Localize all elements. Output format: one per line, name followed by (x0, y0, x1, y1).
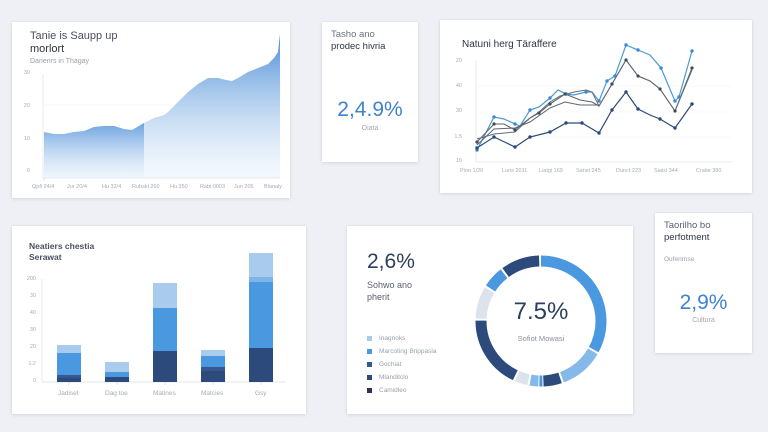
line-x-tick: Liatgi 169 (539, 168, 563, 174)
area-x-tick: Hu 32/4 (102, 184, 122, 190)
legend-item: Marcoting Brippasla (367, 348, 436, 355)
bar-x-tick: Jadiset (58, 390, 79, 397)
bar-chart-card: Neatiers chestia Serawat 200 30 40 30 20… (12, 226, 306, 414)
bar-x-tick: Matcies (201, 390, 224, 397)
bar-x-tick: Gsy (255, 390, 267, 397)
kpi-2-value: 2,9% (679, 291, 728, 314)
kpi-1-title-line1: Tasho ano (331, 29, 375, 40)
legend-item: Gochiat (367, 361, 401, 368)
donut-chart-card: 2,6% Sohwo ano pherit Inagnoks Marcoting… (347, 226, 633, 414)
area-x-tick: Qpfi 24/4 (32, 184, 55, 190)
bar-chart-plot (41, 253, 286, 385)
line-x-tick: Luris 2011 (502, 168, 528, 174)
area-x-tick: Blanaly (264, 184, 283, 190)
bar-y-tick: 20 (29, 344, 36, 350)
line-x-tick: Cratie 380 (696, 168, 722, 174)
donut-kpi-label-line1: Sohwo ano (367, 280, 413, 290)
bar-chart-title-line1: Neatiers chestia (29, 241, 95, 251)
bar-x-tick: Matines (153, 390, 176, 397)
area-y-tick: 30 (23, 70, 30, 76)
legend-swatch-icon (367, 336, 372, 341)
line-x-tick: Pion 1/20 (460, 168, 484, 174)
legend-label: Gochiat (379, 361, 402, 368)
area-y-tick: 0 (26, 168, 30, 174)
legend-swatch-icon (367, 349, 372, 354)
line-x-tick: Dunct 223 (616, 168, 642, 174)
bar-chart-title-line2: Serawat (29, 252, 62, 262)
line-x-tick: Siaisi 344 (654, 168, 678, 174)
line-y-tick: 30 (455, 108, 462, 114)
legend-label: Marcoting Brippasla (379, 348, 437, 355)
area-chart-title-line2: morlort (30, 43, 65, 55)
bar-y-tick: 40 (29, 310, 36, 316)
legend-swatch-icon (367, 388, 372, 393)
line-chart-title: Natuni herg Täraffere (462, 39, 557, 50)
area-chart-card: Tanie is Saupp up morlort Darienrs in Th… (12, 22, 290, 198)
legend-swatch-icon (367, 375, 372, 380)
legend-swatch-icon (367, 362, 372, 367)
area-y-tick: 10 (23, 136, 30, 142)
donut-chart (475, 255, 607, 387)
kpi-1-value: 2,4.9% (337, 98, 403, 121)
area-x-tick: Jun 205 (234, 184, 254, 190)
bar-y-tick: 1.2 (28, 361, 36, 367)
line-y-tick: 1.5 (454, 134, 462, 140)
line-y-tick: 20 (455, 58, 462, 64)
donut-kpi-value: 2,6% (367, 250, 415, 273)
kpi-card-1: Tasho ano prodec hivria 2,4.9% Oiata (322, 22, 418, 162)
area-y-tick: 20 (23, 103, 30, 109)
kpi-card-2: Taorilho bo perfotment Oufenrnse 2,9% Cu… (655, 213, 752, 353)
legend-label: Inagnoks (379, 335, 406, 342)
donut-center-value: 7.5% (513, 298, 569, 325)
line-x-tick: Sanei 245 (576, 168, 601, 174)
kpi-2-subtitle: Oufenrnse (664, 256, 695, 263)
donut-kpi-label-line2: pherit (367, 292, 390, 302)
bar-y-tick: 200 (26, 276, 36, 282)
bar-y-tick: 0 (32, 378, 36, 384)
kpi-2-title-line1: Taorilho bo (664, 220, 711, 231)
line-chart-plot (475, 43, 732, 163)
legend-label: Camidleo (379, 387, 407, 394)
kpi-2-caption: Cultura (692, 317, 715, 324)
kpi-1-caption: Oiata (361, 125, 379, 132)
area-x-tick: Rubski 260 (132, 184, 160, 190)
line-y-tick: 40 (455, 83, 462, 89)
area-chart-plot (42, 34, 280, 181)
legend-item: Inagnoks (367, 335, 405, 342)
area-x-tick: Hu 350 (170, 184, 188, 190)
legend-label: Mlanditclo (379, 374, 409, 381)
kpi-1-title-line2: prodec hivria (331, 41, 386, 52)
bar-y-tick: 30 (29, 293, 36, 299)
line-y-tick: 10 (455, 158, 462, 164)
bar-x-tick: Dag toe (105, 390, 128, 397)
area-chart-subtitle: Darienrs in Thagay (30, 58, 90, 65)
legend-item: Mlanditclo (367, 374, 408, 381)
area-x-tick: Rabi 0003 (200, 184, 226, 190)
bar-y-tick: 30 (29, 327, 36, 333)
donut-center-label: Sofiot Mowasi (517, 334, 565, 343)
kpi-2-title-line2: perfotment (664, 232, 710, 243)
line-chart-card: Natuni herg Täraffere 20 40 30 1.5 10 Pi… (440, 20, 752, 193)
area-chart-title-line1: Tanie is Saupp up (30, 30, 118, 42)
legend-item: Camidleo (367, 387, 406, 394)
area-x-tick: Jur 20/4 (67, 184, 87, 190)
